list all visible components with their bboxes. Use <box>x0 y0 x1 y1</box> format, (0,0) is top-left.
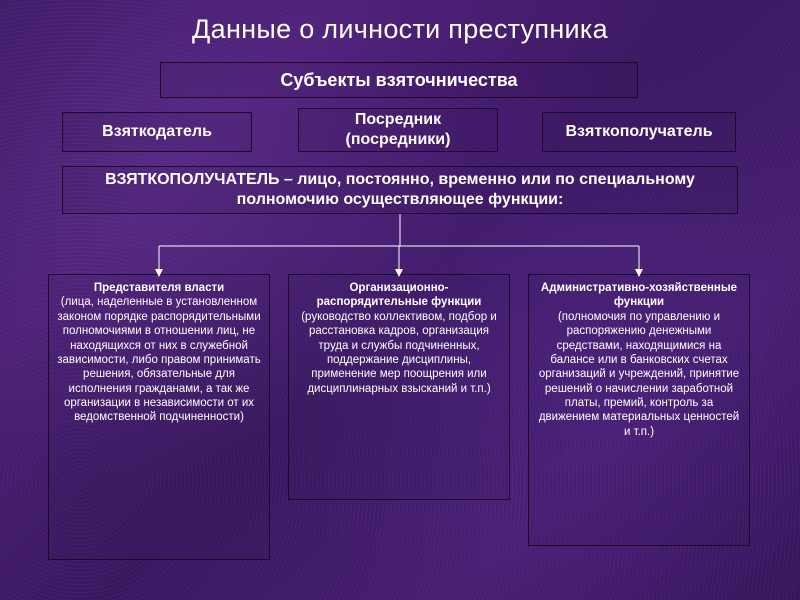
detail-body: (полномочия по управлению и распоряжению… <box>535 310 743 439</box>
slide-title: Данные о личности преступника <box>0 0 800 45</box>
box-bribe-giver: Взяткодатель <box>62 112 252 152</box>
box-subjects: Субъекты взяточничества <box>160 62 638 98</box>
detail-body: (лица, наделенные в установленном законо… <box>55 295 263 424</box>
box-bribe-taker: Взяткополучатель <box>542 112 736 152</box>
detail-body: (руководство коллективом, подбор и расст… <box>295 310 503 396</box>
detail-title: Административно-хозяйственные функции <box>535 281 743 310</box>
detail-title: Представителя власти <box>55 281 263 295</box>
box-definition: ВЗЯТКОПОЛУЧАТЕЛЬ – лицо, постоянно, врем… <box>62 166 738 214</box>
box-intermediary: Посредник (посредники) <box>298 108 498 152</box>
box-definition-text: ВЗЯТКОПОЛУЧАТЕЛЬ – лицо, постоянно, врем… <box>69 170 731 210</box>
box-subjects-text: Субъекты взяточничества <box>280 69 517 92</box>
detail-title: Организационно-распорядительные функции <box>295 281 503 310</box>
box-intermediary-text: Посредник (посредники) <box>305 110 491 150</box>
detail-box-authority: Представителя власти (лица, наделенные в… <box>48 274 270 560</box>
detail-box-administrative: Административно-хозяйственные функции (п… <box>528 274 750 546</box>
box-bribe-giver-text: Взяткодатель <box>102 122 212 142</box>
box-bribe-taker-text: Взяткополучатель <box>565 122 712 142</box>
detail-box-organizational: Организационно-распорядительные функции … <box>288 274 510 500</box>
